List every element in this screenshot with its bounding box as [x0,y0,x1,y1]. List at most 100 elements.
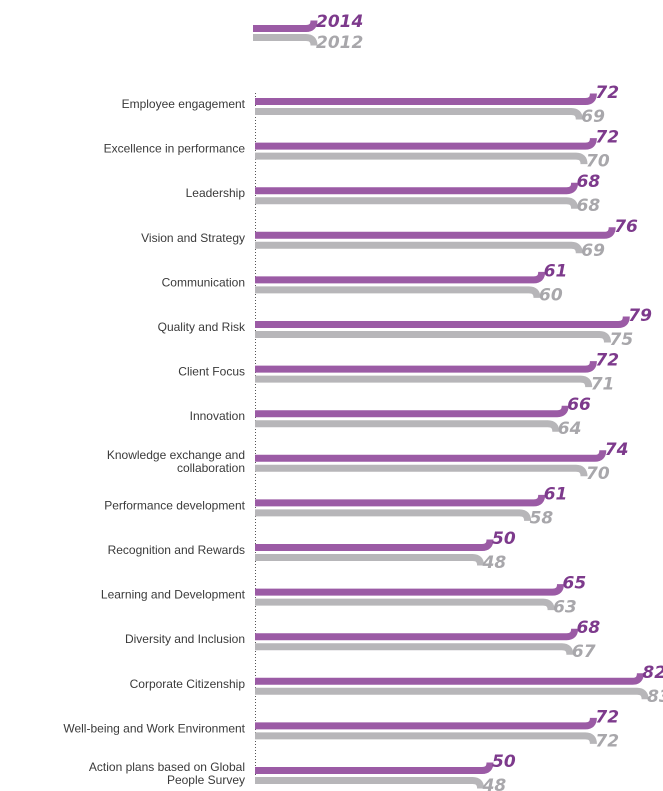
category-label-line: Knowledge exchange and [107,448,245,462]
data-label-2014: 61 [544,484,568,504]
bar-2012 [255,732,597,745]
bar-2014 [255,717,597,730]
category-label-line: Well-being and Work Environment [63,721,245,735]
data-label-2014: 79 [628,306,652,326]
bar-2012 [255,554,485,566]
category-label-line: Innovation [190,409,245,423]
category-label-line: Recognition and Rewards [108,543,245,557]
bar-2014 [255,360,597,373]
category-label-line: Excellence in performance [104,142,246,156]
bar-2014 [255,583,564,596]
category-label: Corporate Citizenship [130,677,246,691]
data-label-2012: 63 [553,598,577,618]
category-label-line: Employee engagement [122,97,246,111]
bar-2014 [255,762,494,774]
data-label-2012: 58 [530,508,554,528]
bar-2014 [255,494,546,507]
data-label-2012: 48 [482,776,507,791]
data-label-2012: 70 [586,464,610,484]
bar-2014 [255,539,494,551]
category-label: Learning and Development [101,588,246,602]
category-label: Performance development [104,498,245,512]
category-label: Action plans based on Global People Surve… [89,760,245,787]
category-label: Diversity and Inclusion [125,632,245,646]
bar-2012 [255,108,583,120]
category-label: Well-being and Work Environment [63,721,245,735]
data-label-2014: 76 [614,217,638,237]
bar-2014 [255,628,579,641]
data-label-2014: 82 [642,663,663,683]
data-label-2014: 68 [577,618,601,638]
category-label-line: Communication [162,275,245,289]
bar-2014 [255,227,616,239]
data-label-2014: 50 [492,529,516,549]
bar-2014 [255,316,630,328]
bar-2012 [255,331,611,343]
data-label-2012: 72 [595,731,619,751]
category-label: Leadership [186,186,246,200]
data-label-2012: 83 [647,687,663,707]
data-label-2014: 72 [595,128,619,148]
bar-2012 [255,197,579,209]
category-label-line: Corporate Citizenship [130,677,246,691]
bar-2012 [255,241,583,254]
bar-2012 [255,375,593,388]
data-label-2012: 71 [591,375,615,395]
bar-2012 [255,509,532,522]
data-label-2012: 60 [539,285,563,305]
data-label-2012: 69 [581,107,605,127]
category-label-line: Diversity and Inclusion [125,632,245,646]
category-label-line: Vision and Strategy [141,231,245,245]
data-label-2014: 68 [577,172,601,192]
legend-label-2014: 2014 [316,12,363,32]
data-label-2012: 70 [586,152,610,172]
bar-2014 [255,673,644,685]
bar-2012 [255,420,560,432]
data-label-2012: 68 [577,196,601,216]
category-label-line: Performance development [104,498,245,512]
category-label: Innovation [190,409,245,423]
category-label-line: Learning and Development [101,588,246,602]
data-label-2012: 75 [610,330,634,350]
legend-marker-2014 [253,20,318,32]
bar-2012 [255,598,555,611]
category-label: Quality and Risk [158,320,246,334]
data-label-2014: 50 [492,752,516,772]
bar-2012 [255,464,588,477]
category-label-line: Client Focus [178,365,245,379]
bar-2014 [255,450,607,462]
category-label: Communication [162,275,245,289]
bar-2012 [255,687,649,700]
data-label-2014: 61 [544,261,568,281]
data-label-2014: 72 [595,351,619,371]
data-label-2014: 65 [563,574,587,594]
category-label-line: People Survey [167,773,245,787]
bar-2012 [255,777,485,789]
data-label-2012: 64 [558,419,582,439]
category-label-line: Leadership [186,186,246,200]
category-label-line: collaboration [177,461,245,475]
category-label: Client Focus [178,365,245,379]
category-label-line: Quality and Risk [158,320,246,334]
data-label-2014: 66 [567,395,591,415]
category-label: Vision and Strategy [141,231,245,245]
category-label: Excellence in performance [104,142,246,156]
category-label: Knowledge exchange and collaboration [107,448,245,475]
bar-2012 [255,152,588,165]
legend-marker-2012 [253,34,318,46]
category-label: Employee engagement [122,97,246,111]
data-label-2012: 48 [482,553,507,573]
bar-2014 [255,405,569,418]
category-label: Recognition and Rewards [108,543,245,557]
data-label-2014: 74 [605,440,629,460]
bar-2014 [255,137,597,150]
legend-label-2012: 2012 [316,33,363,53]
bar-2014 [255,93,597,105]
bar-2014 [255,271,546,284]
data-label-2014: 72 [595,707,619,727]
data-label-2012: 69 [581,241,605,261]
bar-2012 [255,643,574,655]
bar-2014 [255,182,579,195]
data-label-2014: 72 [595,83,619,103]
